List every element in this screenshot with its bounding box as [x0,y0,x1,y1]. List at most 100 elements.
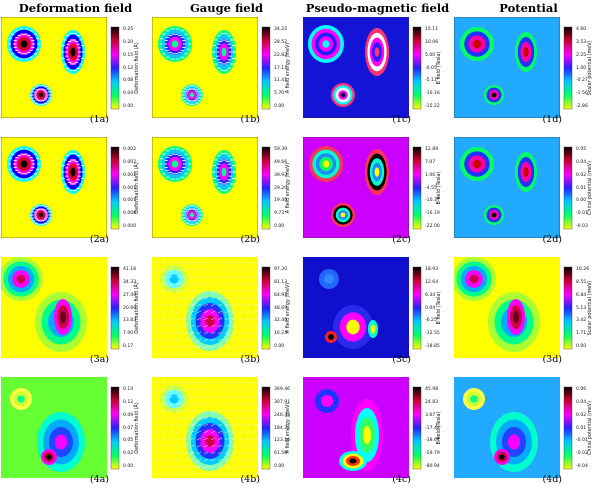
colorbar-tick: 16.23 [274,331,288,337]
colorbar-label-text: Deformation field (Å) [134,162,140,214]
panel-tag: (2b) [240,234,260,245]
colorbar-label-text: Scalar potential (meV) [587,40,593,96]
blob-right [212,150,236,194]
colorbar-ticks: 0.14 0.12 0.09 0.07 0.05 0.02 0.00 [123,387,145,469]
colorbar-tick: 0.09 [123,412,134,418]
heatmap-4c [303,377,409,478]
panel-tag: (4b) [240,474,260,485]
colorbar-2b: 59.39 49.66 39.93 29.20 19.46 9.73 0.00 A field… [261,145,301,231]
colorbar-tick: 27.49 [123,292,137,298]
colorbar-tick: 12.89 [425,147,439,152]
colorbar-tick: 0.04 [576,399,587,405]
colorbar-gradient [261,146,271,230]
colorbar-tick: 24.83 [425,399,439,405]
colorbar-tick: -2.86 [576,104,588,109]
colorbar-tick: 0.02 [576,172,587,178]
colorbar-tick: 184.75 [274,425,291,431]
panel-2d: 0.05 0.04 0.02 0.01 0.00 -0.01 -0.03 Chiral pot… [454,137,605,254]
colorbar-tick: 0.00 [274,344,285,349]
colorbar-tick: -0.01 [576,438,588,444]
blob-core [54,299,72,335]
panel-2c: 12.89 7.07 1.06 -4.55 -10.37 -16.19 -22.00 B fi… [303,137,454,254]
colorbar-tick: 0.00 [576,198,587,204]
colorbar-gradient [412,266,422,350]
blob-left [160,265,188,293]
colorbar-tick: 307.91 [274,399,291,405]
vector-arrows [61,33,85,71]
colorbar-ticks: 97.30 81.13 64.91 48.69 32.46 16.23 0.00 [274,267,296,349]
colorbar-tick: 4.60 [576,27,587,32]
colorbar-tick: -22.00 [425,224,440,229]
vector-arrows [61,153,85,191]
panel-tag: (4d) [542,474,562,485]
colorbar-tick: 5.13 [576,305,587,311]
vector-arrows [30,205,52,225]
blob-core [494,449,510,465]
blob-right [212,30,236,74]
colorbar-tick: -0.05 [425,65,437,71]
colorbar-tick: 15.11 [425,27,439,32]
colorbar-ticks: 12.89 7.07 1.06 -4.55 -10.37 -16.19 -22.00 [425,147,447,229]
column-title-gauge: Gauge field [189,1,264,15]
colorbar-tick: -12.55 [425,331,440,337]
colorbar-tick: 0.002 [123,147,137,152]
colorbar-tick: 45.98 [425,387,439,392]
blob-left [158,146,192,182]
blob-core [507,299,525,335]
colorbar-tick: 0.00 [123,104,134,109]
blob-center [333,305,373,349]
colorbar-2d: 0.05 0.04 0.02 0.01 0.00 -0.01 -0.03 Chiral pot… [563,145,603,231]
panel-1a: 0.25 0.20 0.15 0.12 0.08 0.04 0.00 Deformation … [1,17,152,134]
heatmap-4a [1,377,107,478]
panel-tag: (2a) [89,234,109,245]
blob-left [460,147,494,181]
blob-left [160,385,188,413]
colorbar-tick: 0.002 [123,159,137,165]
colorbar-gradient [110,26,120,110]
colorbar-tick: 20.66 [123,305,137,311]
colorbar-tick: 0.02 [123,451,134,457]
colorbar-tick: 17.11 [274,65,288,71]
colorbar-tick: 0.08 [123,78,134,84]
colorbar-tick: 5.00 [425,52,436,58]
colorbar-tick: 2.25 [576,52,587,58]
quiver-field [154,261,258,356]
colorbar-tick: 0.01 [576,185,587,191]
blob-right [365,149,389,195]
colorbar-gradient [563,386,573,470]
colorbar-tick: -38.64 [425,438,440,444]
colorbar-label-text: A field energy (meV) [285,282,291,334]
blob-left [158,26,192,62]
colorbar-4b: 369.46 307.91 246.33 184.75 123.16 61.58 0.00 A… [261,385,301,471]
colorbar-tick: -6.25 [425,318,437,324]
colorbar-ticks: 0.05 0.04 0.02 0.01 0.00 -0.01 -0.03 [576,147,598,229]
colorbar-tick: 5.70 [274,91,285,97]
colorbar-tick: -4.55 [425,185,437,191]
colorbar-ticks: 59.39 49.66 39.93 29.20 19.46 9.73 0.00 [274,147,296,229]
colorbar-tick: 0.000 [123,224,137,229]
blob-left [463,388,485,410]
colorbar-gradient [261,26,271,110]
colorbar-tick: 0.04 [123,91,134,97]
heatmap-3c [303,257,409,358]
colorbar-tick: 0.000 [123,211,137,217]
colorbar-tick: 1.06 [425,172,436,178]
colorbar-ticks: 4.60 3.53 2.25 1.00 -0.27 -1.56 -2.86 [576,27,598,109]
panel-tag: (3c) [392,354,411,365]
colorbar-label-text: Deformation field (Å) [134,282,140,334]
colorbar-label-text: B field (Tesla) [436,171,442,205]
colorbar-tick: 0.001 [123,198,137,204]
vector-arrows [7,28,41,60]
colorbar-tick: 10.26 [576,267,590,272]
colorbar-tick: 3.53 [576,39,587,45]
colorbar-tick: 7.07 [425,159,436,165]
quiver-field [154,381,258,476]
heatmap-1c [303,17,409,118]
colorbar-gradient [412,386,422,470]
blob-right [186,411,234,471]
panel-3a: 41.16 34.33 27.49 20.66 13.83 7.00 0.17 Deforma… [1,257,152,374]
colorbar-4d: 0.06 0.04 0.02 0.01 -0.01 -0.02 -0.04 Chiral po… [563,385,603,471]
colorbar-label-text: B field (Tesla) [436,291,442,325]
colorbar-tick: 41.16 [123,267,137,272]
blob-left [315,389,339,413]
